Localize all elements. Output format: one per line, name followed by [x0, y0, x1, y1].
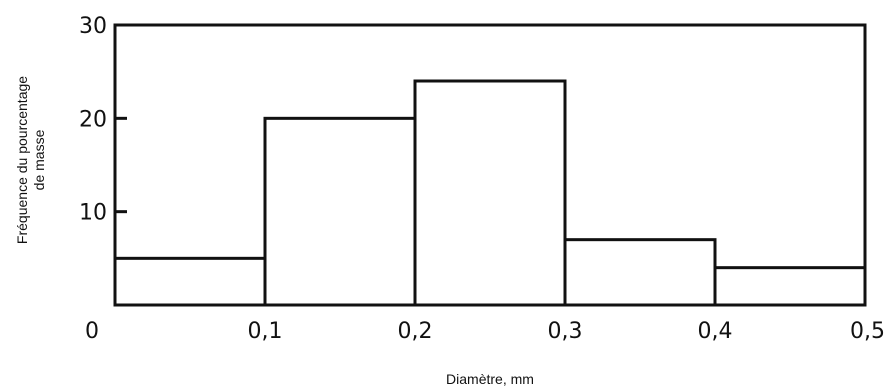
y-ticks-group: 10 20 30 — [79, 14, 127, 226]
y-tick-label: 10 — [79, 201, 107, 226]
y-tick-label: 20 — [79, 107, 107, 132]
histogram-bar — [413, 79, 567, 307]
y-axis-title-line-2: de masse — [31, 129, 47, 190]
histogram-bar — [563, 238, 717, 307]
histogram-bar — [113, 256, 267, 307]
x-tick-label: 0,1 — [248, 319, 283, 344]
x-tick-label: 0,4 — [698, 319, 733, 344]
x-ticks-group: 0 0,1 0,2 0,3 0,4 0,5 — [85, 319, 885, 344]
x-tick-label: 0,3 — [548, 319, 583, 344]
y-axis-title-line-1: Fréquence du pourcentage — [14, 76, 30, 244]
x-axis-title: Diamètre, mm — [446, 371, 534, 387]
x-tick-label: 0 — [85, 319, 99, 344]
y-tick-label: 30 — [79, 14, 107, 39]
histogram-bar — [713, 266, 867, 307]
bars-group — [113, 79, 867, 307]
plot-frame — [113, 23, 867, 307]
x-tick-label: 0,5 — [850, 319, 885, 344]
x-tick-label: 0,2 — [398, 319, 433, 344]
histogram-bar — [263, 116, 417, 307]
